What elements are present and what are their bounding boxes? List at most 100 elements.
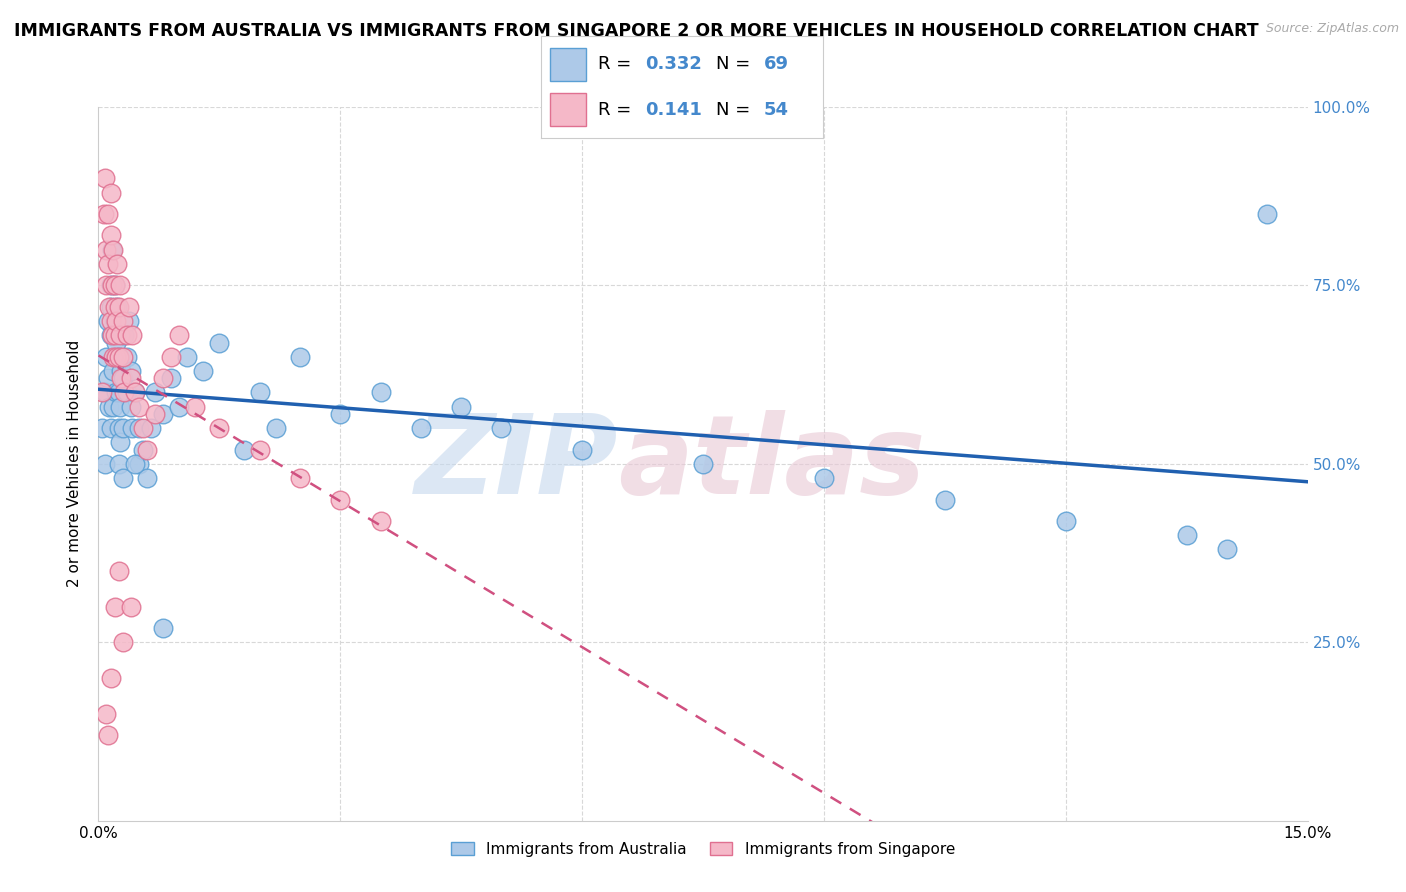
Point bbox=[813, 471, 835, 485]
Text: 0.332: 0.332 bbox=[645, 55, 702, 73]
Point bbox=[132, 421, 155, 435]
Point bbox=[152, 621, 174, 635]
Point bbox=[152, 371, 174, 385]
Point bbox=[105, 314, 128, 328]
Point bbox=[91, 385, 114, 400]
Point bbox=[124, 385, 146, 400]
Point bbox=[100, 671, 122, 685]
Point bbox=[97, 300, 120, 314]
Point bbox=[124, 457, 146, 471]
Point bbox=[103, 278, 125, 293]
Point bbox=[934, 492, 956, 507]
Point bbox=[100, 278, 122, 293]
Point bbox=[97, 207, 120, 221]
Point bbox=[110, 364, 132, 378]
Point bbox=[111, 350, 134, 364]
Point bbox=[91, 421, 114, 435]
Point bbox=[96, 243, 118, 257]
Point bbox=[97, 371, 120, 385]
Point bbox=[108, 278, 131, 293]
Point bbox=[208, 421, 231, 435]
Point bbox=[143, 385, 166, 400]
Point bbox=[132, 442, 155, 457]
Text: 54: 54 bbox=[763, 101, 789, 119]
Point bbox=[100, 186, 122, 200]
Point bbox=[160, 371, 183, 385]
Point bbox=[1054, 514, 1077, 528]
Point bbox=[120, 364, 142, 378]
FancyBboxPatch shape bbox=[550, 93, 586, 126]
Point bbox=[329, 492, 352, 507]
Point bbox=[105, 300, 128, 314]
Point bbox=[100, 421, 122, 435]
Point bbox=[121, 421, 143, 435]
Point bbox=[118, 300, 141, 314]
Point bbox=[97, 400, 120, 414]
Point bbox=[103, 328, 125, 343]
Point bbox=[96, 278, 118, 293]
Point bbox=[100, 300, 122, 314]
FancyBboxPatch shape bbox=[550, 48, 586, 81]
Point bbox=[370, 385, 392, 400]
Text: Source: ZipAtlas.com: Source: ZipAtlas.com bbox=[1265, 22, 1399, 36]
Legend: Immigrants from Australia, Immigrants from Singapore: Immigrants from Australia, Immigrants fr… bbox=[444, 836, 962, 863]
Point bbox=[103, 300, 125, 314]
Point bbox=[120, 599, 142, 614]
Text: 0.141: 0.141 bbox=[645, 101, 702, 119]
Point bbox=[249, 385, 271, 400]
Point bbox=[208, 335, 231, 350]
Point bbox=[264, 421, 287, 435]
Point bbox=[143, 407, 166, 421]
Point bbox=[103, 278, 125, 293]
Point bbox=[108, 328, 131, 343]
Point bbox=[103, 350, 125, 364]
Point bbox=[288, 471, 311, 485]
Point bbox=[107, 350, 129, 364]
Point bbox=[450, 400, 472, 414]
Point bbox=[193, 364, 215, 378]
Point bbox=[1216, 542, 1239, 557]
Point bbox=[101, 364, 124, 378]
Point bbox=[93, 207, 115, 221]
Y-axis label: 2 or more Vehicles in Household: 2 or more Vehicles in Household bbox=[67, 340, 83, 588]
Point bbox=[139, 421, 162, 435]
Point bbox=[128, 457, 150, 471]
Point bbox=[105, 335, 128, 350]
Point bbox=[103, 599, 125, 614]
Point bbox=[94, 457, 117, 471]
Point bbox=[118, 314, 141, 328]
Text: N =: N = bbox=[716, 101, 755, 119]
Point bbox=[329, 407, 352, 421]
Point bbox=[1175, 528, 1198, 542]
Point bbox=[128, 421, 150, 435]
Point bbox=[105, 350, 128, 364]
Text: R =: R = bbox=[598, 101, 637, 119]
Point bbox=[111, 635, 134, 649]
Point bbox=[176, 350, 198, 364]
Point bbox=[101, 328, 124, 343]
Point bbox=[571, 442, 593, 457]
Point bbox=[107, 385, 129, 400]
Point bbox=[94, 171, 117, 186]
Point bbox=[110, 371, 132, 385]
Point bbox=[167, 400, 190, 414]
Point bbox=[184, 400, 207, 414]
Text: 69: 69 bbox=[763, 55, 789, 73]
Text: IMMIGRANTS FROM AUSTRALIA VS IMMIGRANTS FROM SINGAPORE 2 OR MORE VEHICLES IN HOU: IMMIGRANTS FROM AUSTRALIA VS IMMIGRANTS … bbox=[14, 22, 1258, 40]
Point bbox=[112, 328, 135, 343]
Point bbox=[111, 314, 134, 328]
Point bbox=[124, 385, 146, 400]
Point bbox=[107, 350, 129, 364]
Point bbox=[409, 421, 432, 435]
Point bbox=[152, 407, 174, 421]
Point bbox=[94, 385, 117, 400]
Point bbox=[112, 385, 135, 400]
Point bbox=[108, 435, 131, 450]
Point bbox=[101, 400, 124, 414]
Point bbox=[167, 328, 190, 343]
Point bbox=[97, 314, 120, 328]
Point bbox=[135, 471, 157, 485]
Point bbox=[101, 243, 124, 257]
Point bbox=[288, 350, 311, 364]
Point bbox=[115, 385, 138, 400]
